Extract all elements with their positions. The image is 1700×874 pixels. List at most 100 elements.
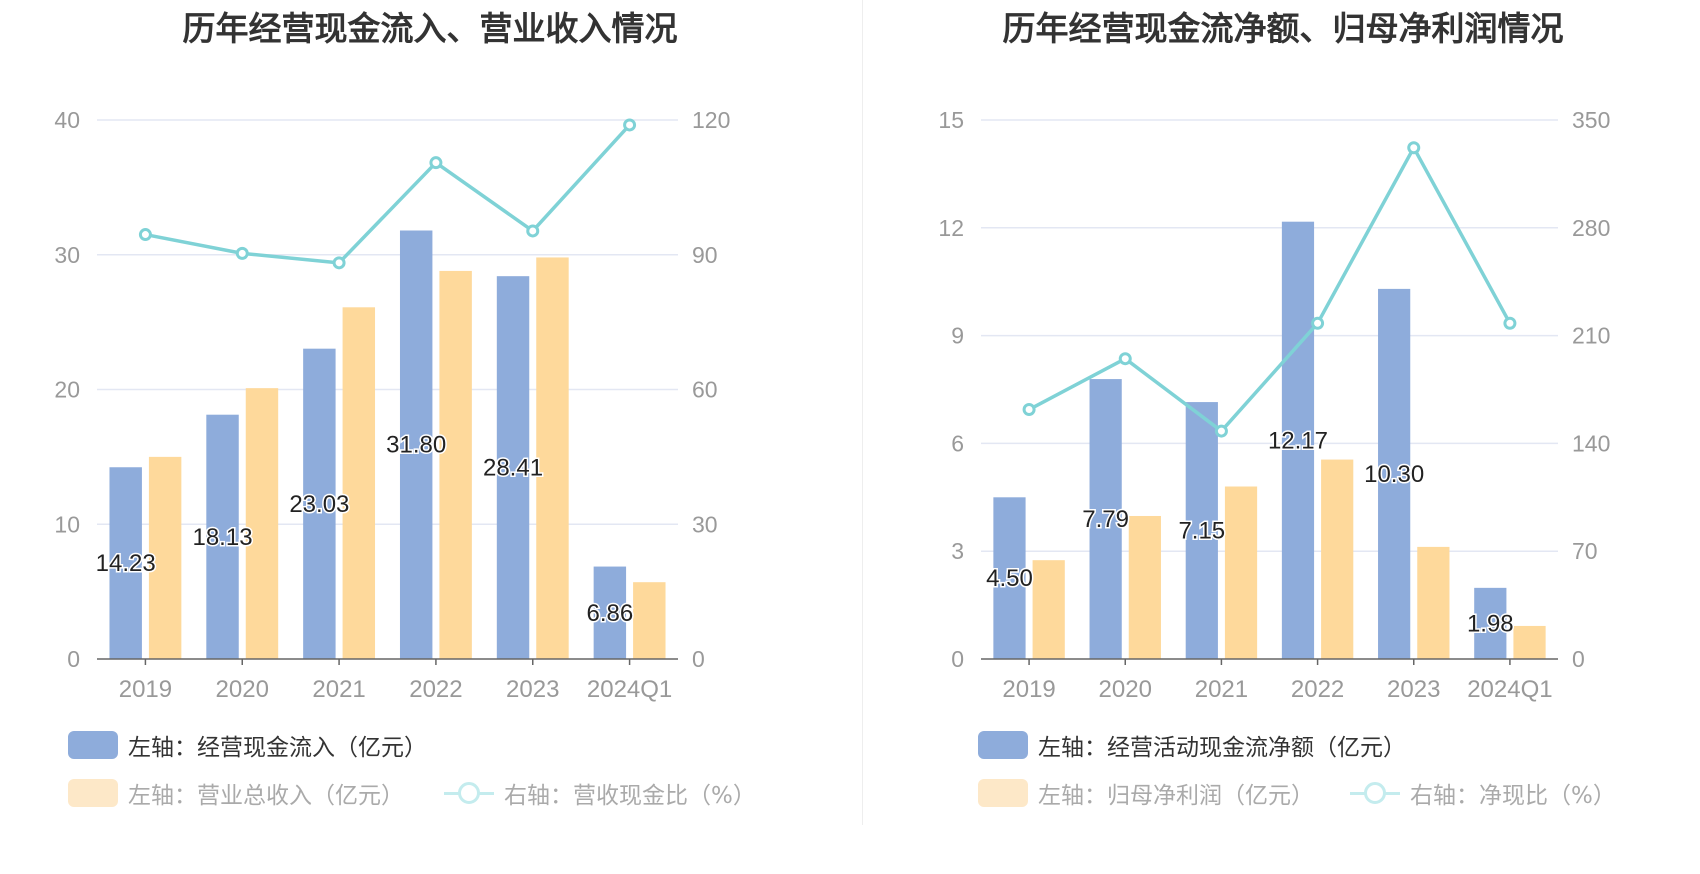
chart-plot-left: 0 10 20 30 40 0 30 60 90 120 2019 2020 2021 2022 2023 2…	[54, 107, 730, 703]
left-axis-tick-label: 3	[951, 538, 964, 564]
legend-item-bar-primary[interactable]: 左轴：经营现金流入（亿元）	[68, 728, 427, 762]
right-axis-tick-label: 140	[1572, 430, 1610, 456]
right-axis-tick-label: 350	[1572, 107, 1610, 133]
ratio-line	[145, 123, 631, 265]
bar-primary	[206, 414, 239, 659]
bar-primary	[1281, 221, 1315, 659]
legend-item-line[interactable]: 右轴：营收现金比（%）	[444, 776, 756, 810]
legend-swatch	[68, 731, 118, 759]
ratio-point	[138, 228, 152, 242]
bar-secondary	[1032, 560, 1065, 659]
right-axis-tick-label: 70	[1572, 538, 1598, 564]
legend-swatch	[68, 779, 118, 807]
x-axis-tick-label: 2019	[1002, 676, 1055, 703]
ratio-point	[1118, 352, 1132, 366]
right-axis-tick-label: 0	[692, 646, 705, 672]
bar-data-label: 7.79	[1082, 506, 1129, 533]
bar-data-label: 1.98	[1467, 610, 1514, 637]
legend-item-bar-secondary[interactable]: 左轴：归母净利润（亿元）	[978, 776, 1314, 810]
left-axis-tick-label: 10	[54, 511, 80, 537]
bar-secondary	[1224, 486, 1258, 659]
right-axis-tick-label: 30	[692, 511, 718, 537]
bar-primary	[109, 467, 142, 659]
legend-label: 左轴：归母净利润（亿元）	[1038, 783, 1314, 809]
legend-swatch	[978, 731, 1028, 759]
ratio-point	[429, 156, 443, 170]
bar-secondary	[1417, 546, 1450, 659]
legend-label: 右轴：净现比（%）	[1410, 783, 1616, 809]
x-axis-tick-label: 2021	[312, 676, 365, 703]
x-axis-tick-label: 2023	[506, 676, 559, 703]
bar-secondary	[245, 388, 279, 659]
ratio-point	[1311, 316, 1325, 330]
chart-plot-right: 0 3 6 9 12 15 0 70 140 210 280 350 2019 2020 2021 2022 2…	[938, 107, 1610, 703]
x-axis-tick-label: 2020	[1099, 676, 1152, 703]
left-axis-tick-label: 30	[54, 242, 80, 268]
bar-data-label: 18.13	[192, 524, 252, 551]
bar-primary	[1378, 288, 1411, 659]
bar-data-label: 12.17	[1268, 427, 1328, 454]
ratio-line	[1028, 145, 1512, 433]
left-axis-tick-label: 15	[938, 107, 964, 133]
chart-title: 历年经营现金流入、营业收入情况	[182, 9, 678, 48]
legend-label: 右轴：营收现金比（%）	[504, 783, 756, 809]
ratio-point	[623, 118, 637, 132]
right-axis-tick-label: 280	[1572, 215, 1610, 241]
left-axis-tick-label: 0	[67, 646, 80, 672]
bar-data-label: 31.80	[386, 432, 446, 459]
bar-primary	[496, 276, 530, 659]
bar-data-label: 10.30	[1364, 461, 1424, 488]
left-axis-tick-label: 0	[951, 646, 964, 672]
legend-item-bar-secondary[interactable]: 左轴：营业总收入（亿元）	[68, 776, 404, 810]
right-axis-tick-label: 120	[692, 107, 730, 133]
chart-panel-right: 历年经营现金流净额、归母净利润情况 0 3 6 9 12 15 0 70 140 210 280 35…	[866, 0, 1700, 874]
bar-primary	[399, 230, 433, 659]
bar-secondary	[148, 456, 182, 659]
bar-secondary	[1513, 625, 1546, 659]
chart-title: 历年经营现金流净额、归母净利润情况	[1002, 9, 1564, 48]
bar-secondary	[633, 582, 666, 659]
bar-primary	[303, 348, 336, 659]
bar-primary	[1089, 379, 1122, 659]
bar-data-label: 23.03	[289, 491, 349, 518]
bar-primary	[993, 497, 1026, 659]
x-axis-tick-label: 2019	[119, 676, 172, 703]
legend-line-icon	[444, 779, 494, 807]
right-axis-tick-label: 0	[1572, 646, 1585, 672]
x-axis-tick-label: 2020	[216, 676, 269, 703]
bar-secondary	[1128, 515, 1161, 659]
legend-label: 左轴：营业总收入（亿元）	[128, 783, 404, 809]
x-axis-tick-label: 2022	[409, 676, 462, 703]
bar-primary	[1474, 587, 1507, 659]
left-axis-tick-label: 40	[54, 107, 80, 133]
right-axis-tick-label: 210	[1572, 323, 1610, 349]
legend-swatch	[978, 779, 1028, 807]
legend-item-bar-primary[interactable]: 左轴：经营活动现金流净额（亿元）	[978, 728, 1406, 762]
bar-secondary	[342, 307, 376, 659]
x-axis-tick-label: 2024Q1	[587, 676, 672, 703]
bar-primary	[593, 566, 627, 659]
x-axis-tick-label: 2024Q1	[1467, 676, 1552, 703]
right-axis-tick-label: 90	[692, 242, 718, 268]
right-axis-tick-label: 60	[692, 377, 718, 403]
bar-data-label: 6.86	[587, 600, 634, 627]
ratio-point	[1407, 141, 1421, 155]
legend-item-line[interactable]: 右轴：净现比（%）	[1350, 776, 1616, 810]
ratio-point	[1022, 403, 1036, 417]
bar-data-label: 28.41	[483, 455, 543, 482]
ratio-point	[526, 224, 540, 238]
left-axis-tick-label: 20	[54, 377, 80, 403]
legend-label: 左轴：经营活动现金流净额（亿元）	[1038, 735, 1406, 761]
left-axis-tick-label: 9	[951, 323, 964, 349]
legend-label: 左轴：经营现金流入（亿元）	[128, 735, 427, 761]
legend-line-icon	[1350, 779, 1400, 807]
bar-data-label: 4.50	[986, 565, 1033, 592]
chart-panel-left: 历年经营现金流入、营业收入情况 0 10 20 30 40 0 30 60 90 120 2019 2…	[54, 9, 756, 810]
panel-divider	[862, 0, 863, 825]
left-axis-tick-label: 6	[951, 430, 964, 456]
bar-data-label: 7.15	[1178, 518, 1225, 545]
ratio-point	[235, 246, 249, 260]
ratio-point	[1503, 316, 1517, 330]
bar-secondary	[439, 270, 472, 659]
x-axis-tick-label: 2023	[1387, 676, 1440, 703]
